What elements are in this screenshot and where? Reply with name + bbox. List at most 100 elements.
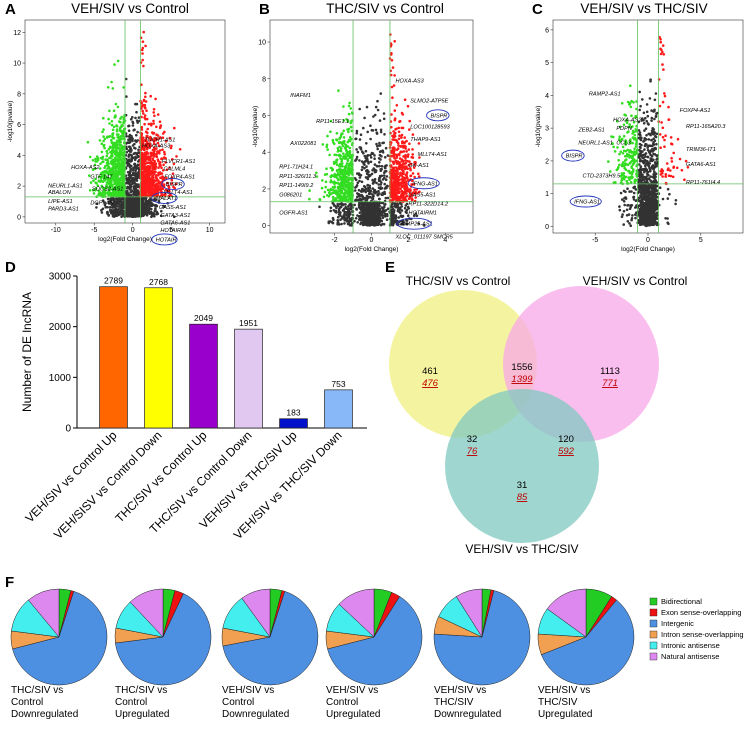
- gene-label: BISPR: [166, 182, 183, 188]
- data-point: [113, 215, 116, 218]
- data-point: [109, 146, 112, 149]
- data-point: [122, 211, 125, 214]
- gene-label: DGPI-AS: [90, 201, 113, 207]
- data-point: [128, 158, 131, 161]
- data-point: [150, 123, 153, 126]
- data-point: [391, 138, 394, 141]
- data-point: [130, 165, 133, 168]
- data-point: [151, 214, 154, 217]
- data-point: [144, 180, 147, 183]
- data-point: [385, 209, 388, 212]
- data-point: [103, 167, 106, 170]
- data-point: [396, 104, 399, 107]
- data-point: [113, 126, 116, 129]
- data-point: [367, 220, 370, 223]
- data-point: [393, 188, 396, 191]
- data-point: [417, 173, 420, 176]
- data-point: [389, 160, 392, 163]
- data-point: [365, 170, 368, 173]
- data-point: [385, 187, 388, 190]
- data-point: [148, 206, 151, 209]
- data-point: [356, 184, 359, 187]
- data-point: [358, 159, 361, 162]
- data-point: [113, 179, 116, 182]
- data-point: [365, 199, 368, 202]
- data-point: [141, 182, 144, 185]
- data-point: [151, 175, 154, 178]
- x-axis-label: log2(Fold Change): [345, 246, 399, 253]
- data-point: [359, 138, 362, 141]
- data-point: [110, 181, 113, 184]
- data-point: [117, 154, 120, 157]
- data-point: [359, 219, 362, 222]
- data-point: [356, 156, 359, 159]
- data-point: [390, 155, 393, 158]
- data-point: [397, 144, 400, 147]
- y-tick-label: 10: [258, 40, 266, 47]
- data-point: [149, 159, 152, 162]
- data-point: [114, 206, 117, 209]
- data-point: [374, 223, 377, 226]
- data-point: [364, 207, 367, 210]
- data-point: [382, 217, 385, 220]
- data-point: [154, 168, 157, 171]
- data-point: [402, 197, 405, 200]
- data-point: [354, 186, 357, 189]
- data-point: [393, 181, 396, 184]
- data-point: [141, 138, 144, 141]
- data-point: [157, 113, 160, 116]
- data-point: [356, 196, 359, 199]
- data-point: [399, 196, 402, 199]
- data-point: [397, 181, 400, 184]
- data-point: [391, 209, 394, 212]
- data-point: [113, 182, 116, 185]
- data-point: [116, 139, 119, 142]
- data-point: [364, 220, 367, 223]
- data-point: [384, 192, 387, 195]
- gene-label: ABALON: [47, 190, 72, 196]
- data-point: [163, 151, 166, 154]
- data-point: [369, 124, 372, 127]
- data-point: [128, 135, 131, 138]
- gene-label: PARD3-AS1: [48, 207, 79, 213]
- data-point: [111, 206, 114, 209]
- data-point: [135, 209, 138, 212]
- data-point: [153, 188, 156, 191]
- data-point: [128, 129, 131, 132]
- data-point: [117, 60, 120, 63]
- data-point: [361, 166, 364, 169]
- data-point: [132, 167, 135, 170]
- data-point: [123, 142, 126, 145]
- data-point: [141, 213, 144, 216]
- panel-title-B: THC/SIV vs Control: [326, 1, 444, 16]
- data-point: [370, 212, 373, 215]
- data-point: [133, 202, 136, 205]
- data-point: [361, 222, 364, 225]
- data-point: [133, 179, 136, 182]
- data-point: [173, 127, 176, 130]
- data-point: [377, 109, 380, 112]
- data-point: [122, 135, 125, 138]
- data-point: [374, 218, 377, 221]
- data-point: [115, 167, 118, 170]
- data-point: [401, 190, 404, 193]
- data-point: [378, 221, 381, 224]
- data-point: [112, 166, 115, 169]
- data-point: [401, 216, 404, 219]
- data-point: [157, 158, 160, 161]
- data-point: [151, 184, 154, 187]
- data-point: [370, 156, 373, 159]
- data-point: [152, 120, 155, 123]
- data-point: [104, 138, 107, 141]
- data-point: [145, 131, 148, 134]
- data-point: [357, 151, 360, 154]
- data-point: [358, 180, 361, 183]
- data-point: [134, 173, 137, 176]
- data-point: [156, 211, 159, 214]
- data-point: [152, 122, 155, 125]
- data-point: [396, 161, 399, 164]
- y-tick-label: 0: [262, 223, 266, 230]
- data-point: [405, 150, 408, 153]
- data-point: [374, 163, 377, 166]
- data-point: [109, 209, 112, 212]
